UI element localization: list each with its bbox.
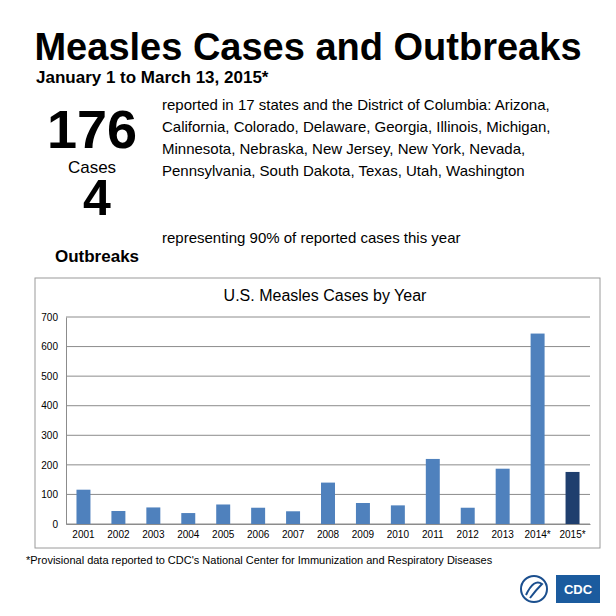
grid-line	[66, 317, 590, 318]
x-tick-label: 2002	[107, 529, 130, 540]
bar	[286, 511, 300, 524]
grid-line	[66, 464, 590, 465]
y-tick: 400	[41, 400, 66, 411]
x-tick-label: 2003	[142, 529, 165, 540]
grid-line	[66, 435, 590, 436]
cdc-text: CDC	[564, 582, 593, 597]
bars	[76, 334, 579, 524]
x-tick-label: 2015*	[559, 529, 585, 540]
bar	[496, 469, 510, 524]
y-tick-label: 300	[41, 430, 58, 441]
y-axis-line	[66, 318, 67, 525]
x-axis-line	[67, 524, 591, 525]
x-tick: 2015*	[559, 524, 585, 540]
hhs-emblem-mark	[526, 582, 542, 598]
y-tick-label: 700	[41, 312, 58, 323]
y-tick: 100	[41, 489, 66, 500]
bar	[566, 472, 580, 524]
x-tick: 2004	[177, 524, 200, 540]
logo: CDC	[521, 575, 600, 603]
x-tick-label: 2008	[317, 529, 340, 540]
bar	[146, 507, 160, 524]
grid	[66, 317, 590, 524]
x-tick: 2008	[317, 524, 340, 540]
stat-number: 4	[83, 170, 111, 226]
x-axis: 2001 2002 2003 2004 2005 2006 2007 2008 2009 2010…	[67, 524, 591, 540]
x-tick-label: 2006	[247, 529, 270, 540]
y-tick: 500	[41, 371, 66, 382]
chart-title: U.S. Measles Cases by Year	[224, 287, 427, 304]
x-tick-label: 2012	[457, 529, 480, 540]
bar	[111, 511, 125, 524]
y-axis: 0 100 200 300 400 500 600 700	[41, 312, 66, 530]
stat-text-line: California, Colorado, Delaware, Georgia,…	[162, 118, 551, 135]
x-tick-label: 2013	[492, 529, 515, 540]
stat-text: reported in 17 states and the District o…	[162, 96, 551, 179]
x-tick: 2005	[212, 524, 235, 540]
y-tick-label: 400	[41, 400, 58, 411]
y-tick-label: 0	[52, 519, 58, 530]
y-tick: 700	[41, 312, 66, 323]
bar	[216, 504, 230, 524]
bar	[461, 508, 475, 524]
x-tick: 2012	[457, 524, 480, 540]
x-tick: 2007	[282, 524, 305, 540]
cdc-badge	[556, 575, 600, 603]
bar	[321, 483, 335, 524]
x-tick-label: 2001	[72, 529, 95, 540]
stat-number: 176	[47, 99, 137, 159]
y-tick-label: 100	[41, 489, 58, 500]
bar	[356, 503, 370, 524]
bar	[251, 508, 265, 524]
stat-text-line: representing 90% of reported cases this …	[162, 229, 461, 246]
bar	[426, 459, 440, 524]
x-tick-label: 2014*	[525, 529, 551, 540]
x-tick: 2009	[352, 524, 375, 540]
y-tick: 200	[41, 460, 66, 471]
x-tick: 2003	[142, 524, 165, 540]
x-tick-label: 2009	[352, 529, 375, 540]
hhs-emblem	[521, 576, 547, 602]
x-tick-label: 2004	[177, 529, 200, 540]
stat-text-line: Minnesota, Nebraska, New Jersey, New Yor…	[162, 140, 525, 157]
y-tick-label: 600	[41, 341, 58, 352]
x-tick: 2011	[422, 524, 444, 540]
stat-text-line: Pennsylvania, South Dakota, Texas, Utah,…	[162, 162, 525, 179]
chart-frame	[35, 278, 600, 548]
y-tick-label: 200	[41, 460, 58, 471]
x-tick-label: 2007	[282, 529, 305, 540]
y-tick: 0	[52, 519, 66, 530]
x-tick: 2013	[492, 524, 515, 540]
x-tick: 2002	[107, 524, 130, 540]
grid-line	[66, 346, 590, 347]
x-tick: 2010	[387, 524, 410, 540]
x-tick: 2014*	[525, 524, 551, 540]
x-tick-label: 2005	[212, 529, 235, 540]
stat-label: Outbreaks	[55, 247, 139, 266]
subtitle: January 1 to March 13, 2015*	[36, 68, 269, 87]
stat-text: representing 90% of reported cases this …	[162, 229, 461, 246]
x-tick-label: 2010	[387, 529, 410, 540]
y-tick-label: 500	[41, 371, 58, 382]
bar	[76, 490, 90, 524]
stat-text-line: reported in 17 states and the District o…	[162, 96, 550, 113]
x-tick: 2001	[72, 524, 95, 540]
bar	[391, 505, 405, 524]
x-tick-label: 2011	[422, 529, 444, 540]
x-tick: 2006	[247, 524, 270, 540]
grid-line	[66, 405, 590, 406]
grid-line	[66, 376, 590, 377]
infographic: Measles Cases and OutbreaksJanuary 1 to …	[0, 0, 616, 616]
y-tick: 600	[41, 341, 66, 352]
bar	[181, 513, 195, 524]
footnote: *Provisional data reported to CDC's Nati…	[26, 554, 493, 566]
title: Measles Cases and Outbreaks	[34, 26, 581, 68]
bar	[531, 334, 545, 524]
y-tick: 300	[41, 430, 66, 441]
